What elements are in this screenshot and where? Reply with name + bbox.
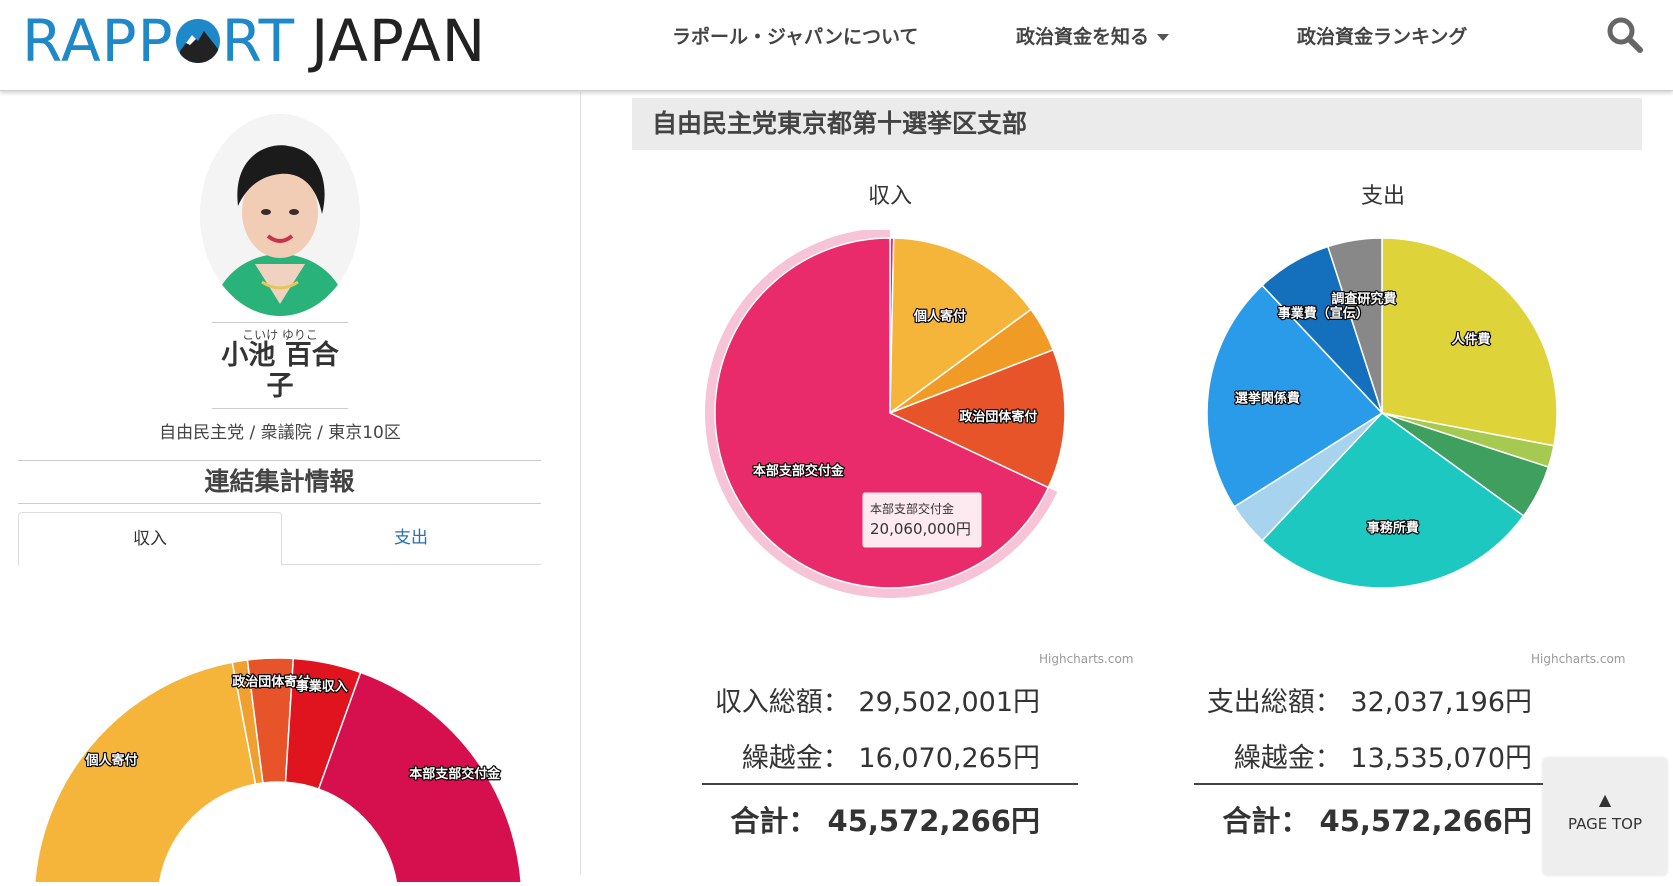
politician-name: 小池 百合 子 — [208, 340, 352, 402]
slice-label-6: 事業費（宣伝） — [1278, 306, 1369, 322]
tab-expense[interactable]: 支出 — [280, 512, 542, 564]
nav-learn-funds[interactable]: 政治資金を知る — [1016, 22, 1170, 49]
logo-mountain-icon — [175, 19, 220, 63]
site-logo[interactable]: RAPP RT JAPAN — [22, 6, 486, 76]
slice-0[interactable] — [33, 661, 257, 886]
summary-section-title: 連結集計情報 — [18, 460, 541, 504]
tab-income-label: 収入 — [133, 529, 167, 549]
income-chart-title: 収入 — [867, 184, 912, 209]
site-header: RAPP RT JAPAN ラポール・ジャパンについて 政治資金を知る 政治資金… — [0, 0, 1673, 91]
expense-carry-value: 13,535,070円 — [1350, 743, 1532, 774]
summary-tabs: 収入 支出 — [18, 512, 542, 566]
slice-label-3: 政治団体寄付 — [959, 409, 1037, 425]
nav-about[interactable]: ラポール・ジャパンについて — [672, 22, 918, 49]
slice-3[interactable] — [888, 348, 1066, 489]
expense-chart-title: 支出 — [1360, 184, 1405, 209]
politician-name-line2: 子 — [266, 371, 294, 402]
tab-expense-label: 支出 — [394, 528, 428, 548]
nav-ranking[interactable]: 政治資金ランキング — [1297, 22, 1467, 49]
tooltip-label: 本部支部交付金 — [870, 501, 954, 516]
page-top-label: PAGE TOP — [1568, 815, 1642, 833]
tooltip-value: 20,060,000円 — [870, 520, 971, 538]
tab-income[interactable]: 収入 — [18, 512, 282, 566]
nav-learn-funds-label: 政治資金を知る — [1016, 26, 1150, 48]
slice-label-5: 選挙関係費 — [1235, 391, 1300, 407]
slice-label-0: 人件費 — [1451, 331, 1490, 347]
chevron-down-icon — [1157, 34, 1170, 41]
name-divider-top — [212, 322, 348, 323]
donut-label-4: 本部支部交付金 — [409, 766, 501, 782]
slice-1[interactable] — [889, 237, 1033, 415]
nav-about-label: ラポール・ジャパンについて — [672, 26, 919, 48]
expense-chart-credit[interactable]: Highcharts.com — [1531, 652, 1626, 666]
slice-0[interactable] — [1381, 237, 1558, 447]
income-total-label: 収入総額： — [714, 687, 850, 718]
name-divider-bottom — [212, 408, 348, 409]
logo-text-part1: RAPP — [22, 7, 174, 75]
income-sum-label: 合計： — [730, 804, 818, 838]
expense-carry-label: 繰越金： — [1233, 743, 1342, 774]
donut-label-0: 個人寄付 — [85, 752, 138, 768]
pie-tooltip: 本部支部交付金 20,060,000円 — [861, 491, 983, 549]
affiliation: 自由民主党 / 衆議院 / 東京10区 — [159, 423, 401, 443]
income-chart-credit[interactable]: Highcharts.com — [1039, 652, 1134, 666]
expense-carry-row: 繰越金： 13,535,070円 — [1192, 736, 1532, 775]
slice-label-4: 本部支部交付金 — [753, 463, 845, 479]
slice-7[interactable] — [1326, 237, 1383, 414]
organization-title: 自由民主党東京都第十選挙区支部 — [632, 98, 1642, 150]
expense-sum-value: 45,572,266円 — [1319, 804, 1532, 838]
nav-ranking-label: 政治資金ランキング — [1297, 26, 1468, 48]
income-donut-chart: 個人寄付 政治団体寄付 事業収入本部支部交付金 — [18, 602, 538, 886]
name-reading: こいけ ゆりこ — [242, 328, 318, 342]
slice-label-7: 調査研究費 — [1331, 291, 1396, 307]
expense-total-label: 支出総額： — [1206, 687, 1342, 718]
logo-text-part2: RT — [221, 7, 296, 75]
expense-sum-row: 合計： 45,572,266円 — [1192, 798, 1532, 840]
politician-profile: こいけ ゆりこ 小池 百合 子 自由民主党 / 衆議院 / 東京10区 連結集計… — [0, 92, 581, 886]
expense-sum-divider — [1194, 783, 1570, 785]
donut-label-3: 事業収入 — [296, 678, 348, 694]
income-total-value: 29,502,001円 — [858, 687, 1040, 718]
slice-5[interactable] — [1206, 284, 1384, 508]
income-carry-value: 16,070,265円 — [858, 743, 1040, 774]
avatar — [200, 114, 360, 316]
slice-label-3: 事務所費 — [1367, 520, 1419, 536]
expense-total-row: 支出総額： 32,037,196円 — [1192, 680, 1532, 719]
income-total-row: 収入総額： 29,502,001円 — [700, 680, 1040, 719]
donut-label-2: 政治団体寄付 — [232, 674, 310, 690]
arrow-up-icon: ▲ — [1598, 790, 1612, 809]
income-carry-row: 繰越金： 16,070,265円 — [700, 736, 1040, 775]
income-sum-row: 合計： 45,572,266円 — [700, 798, 1040, 840]
income-carry-label: 繰越金： — [741, 743, 850, 774]
slice-label-1: 個人寄付 — [913, 309, 966, 325]
expense-total-value: 32,037,196円 — [1350, 687, 1532, 718]
slice-3[interactable] — [1261, 412, 1525, 589]
income-sum-divider — [702, 783, 1078, 785]
income-sum-value: 45,572,266円 — [827, 804, 1040, 838]
page-top-button[interactable]: ▲ PAGE TOP — [1543, 758, 1667, 875]
logo-text-japan: JAPAN — [311, 7, 487, 75]
slice-4[interactable] — [317, 671, 523, 886]
search-icon[interactable] — [1606, 16, 1644, 54]
expense-sum-label: 合計： — [1222, 804, 1310, 838]
politician-name-line1: 小池 百合 — [221, 340, 339, 371]
